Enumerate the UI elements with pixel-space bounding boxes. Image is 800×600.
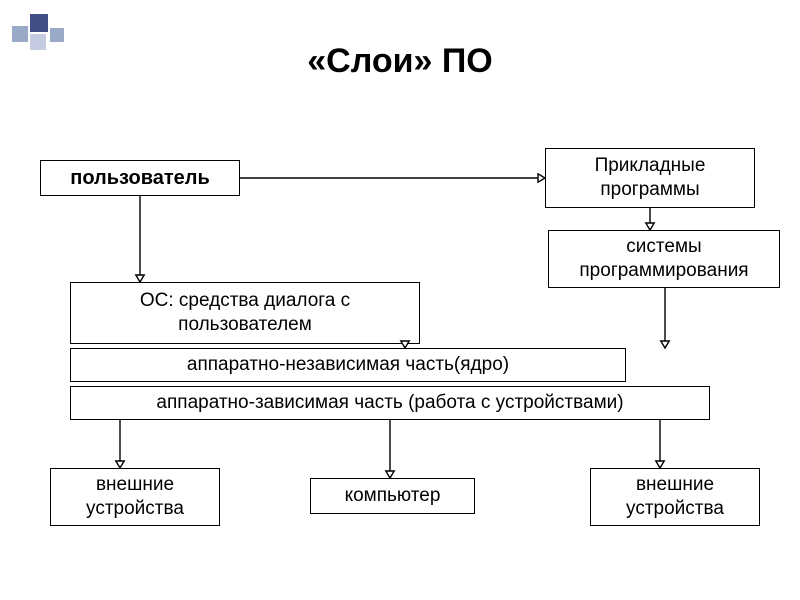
box-apps-label: Прикладныепрограммы [595,154,706,202]
box-osdialog: ОС: средства диалога спользователем [70,282,420,344]
box-computer: компьютер [310,478,475,514]
box-apps: Прикладныепрограммы [545,148,755,208]
box-hwdep-label: аппаратно-зависимая часть (работа с устр… [156,391,623,415]
box-progsys-label: системыпрограммирования [579,235,748,283]
box-progsys: системыпрограммирования [548,230,780,288]
box-extdev2-label: внешниеустройства [626,473,724,521]
box-extdev1: внешниеустройства [50,468,220,526]
box-computer-label: компьютер [345,484,441,508]
box-kernel-label: аппаратно-независимая часть(ядро) [187,353,509,377]
box-kernel: аппаратно-независимая часть(ядро) [70,348,626,382]
box-extdev1-label: внешниеустройства [86,473,184,521]
box-hwdep: аппаратно-зависимая часть (работа с устр… [70,386,710,420]
decor-square [50,28,64,42]
box-user-label: пользователь [70,166,210,191]
decor-square [30,14,48,32]
box-user: пользователь [40,160,240,196]
page-title: «Слои» ПО [0,42,800,81]
decor-square [12,26,28,42]
box-osdialog-label: ОС: средства диалога спользователем [140,289,350,337]
box-extdev2: внешниеустройства [590,468,760,526]
